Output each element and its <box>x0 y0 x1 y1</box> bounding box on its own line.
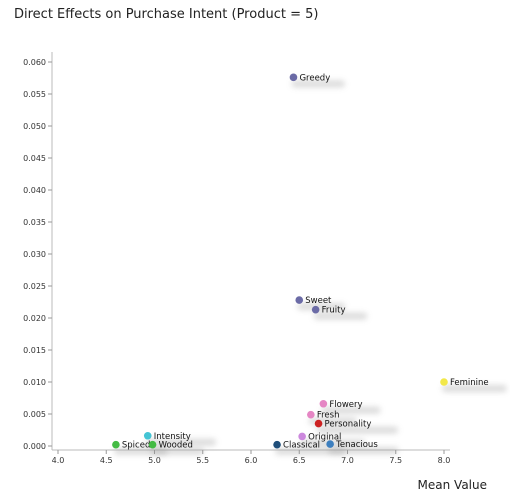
x-tick-label: 7.5 <box>389 456 402 465</box>
data-point-greedy: Greedy <box>289 73 346 88</box>
data-point-wooded: Wooded <box>148 440 205 455</box>
x-tick-label: 5.0 <box>148 456 161 465</box>
y-tick-label: 0.015 <box>23 346 46 355</box>
point-label: Sweet <box>305 296 332 306</box>
x-tick-label: 6.5 <box>293 456 306 465</box>
data-point-flowery: Flowery <box>319 399 381 414</box>
y-tick-label: 0.020 <box>23 314 46 323</box>
y-tick-label: 0.035 <box>23 218 46 227</box>
point-marker <box>307 410 315 419</box>
data-point-personality: Personality <box>314 419 399 434</box>
y-tick-label: 0.050 <box>23 122 46 131</box>
label-shadow <box>321 406 381 414</box>
y-tick-label: 0.040 <box>23 186 46 195</box>
data-point-classical: Classical <box>273 440 346 455</box>
data-point-fruity: Fruity <box>311 305 368 320</box>
point-marker <box>319 399 328 408</box>
data-point-feminine: Feminine <box>440 378 507 392</box>
point-label: Fresh <box>317 411 340 421</box>
point-label: Classical <box>283 441 320 451</box>
point-marker <box>326 440 334 448</box>
point-label: Greedy <box>299 73 330 83</box>
data-point-tenacious: Tenacious <box>326 440 399 455</box>
x-tick-label: 5.5 <box>196 456 209 465</box>
y-tick-label: 0.030 <box>23 250 46 259</box>
x-tick-label: 4.0 <box>52 456 65 465</box>
chart-title: Direct Effects on Purchase Intent (Produ… <box>14 7 318 22</box>
point-label: Tenacious <box>335 440 378 450</box>
label-shadow <box>275 447 346 455</box>
point-label: Intensity <box>154 432 191 442</box>
point-marker <box>273 440 281 449</box>
point-marker <box>440 378 448 386</box>
x-axis-label: Mean Value <box>418 478 487 492</box>
label-shadow <box>313 312 368 320</box>
data-point-sweet: Sweet <box>295 296 346 311</box>
label-shadow <box>442 385 507 392</box>
y-tick-label: 0.055 <box>23 90 46 99</box>
label-shadow <box>328 447 399 455</box>
label-shadow <box>297 303 346 311</box>
y-tick-label: 0.010 <box>23 378 46 387</box>
point-marker <box>148 440 157 449</box>
y-tick-label: 0.060 <box>23 58 46 67</box>
label-shadow <box>316 426 399 434</box>
x-tick-label: 8.0 <box>438 456 451 465</box>
point-label: Original <box>308 432 341 442</box>
point-marker <box>298 432 306 441</box>
x-tick-label: 6.0 <box>245 456 258 465</box>
point-marker <box>295 296 304 304</box>
point-label: Fruity <box>322 306 346 316</box>
y-tick-label: 0.005 <box>23 410 46 419</box>
x-tick-label: 4.5 <box>100 456 113 465</box>
point-label: Flowery <box>329 400 362 410</box>
point-label: Feminine <box>450 378 489 388</box>
point-marker <box>112 440 120 449</box>
data-point-intensity: Intensity <box>143 431 217 446</box>
point-marker <box>314 419 323 428</box>
point-label: Personality <box>325 420 372 430</box>
point-label: Wooded <box>159 441 193 451</box>
point-marker <box>143 431 152 440</box>
axes: 4.0 4.5 5.0 5.5 6.0 6.5 7.0 7.5 8.0 0.000 0.005 0.0… <box>23 52 450 465</box>
y-tick-label: 0.045 <box>23 154 46 163</box>
label-shadow <box>150 447 205 455</box>
x-tick-label: 7.0 <box>341 456 354 465</box>
y-tick-label: 0.000 <box>23 442 46 451</box>
point-marker <box>311 305 320 314</box>
label-shadow <box>145 438 217 446</box>
y-tick-label: 0.025 <box>23 282 46 291</box>
label-shadow <box>291 80 346 88</box>
point-marker <box>289 73 298 82</box>
point-label: Spiced <box>122 441 150 451</box>
